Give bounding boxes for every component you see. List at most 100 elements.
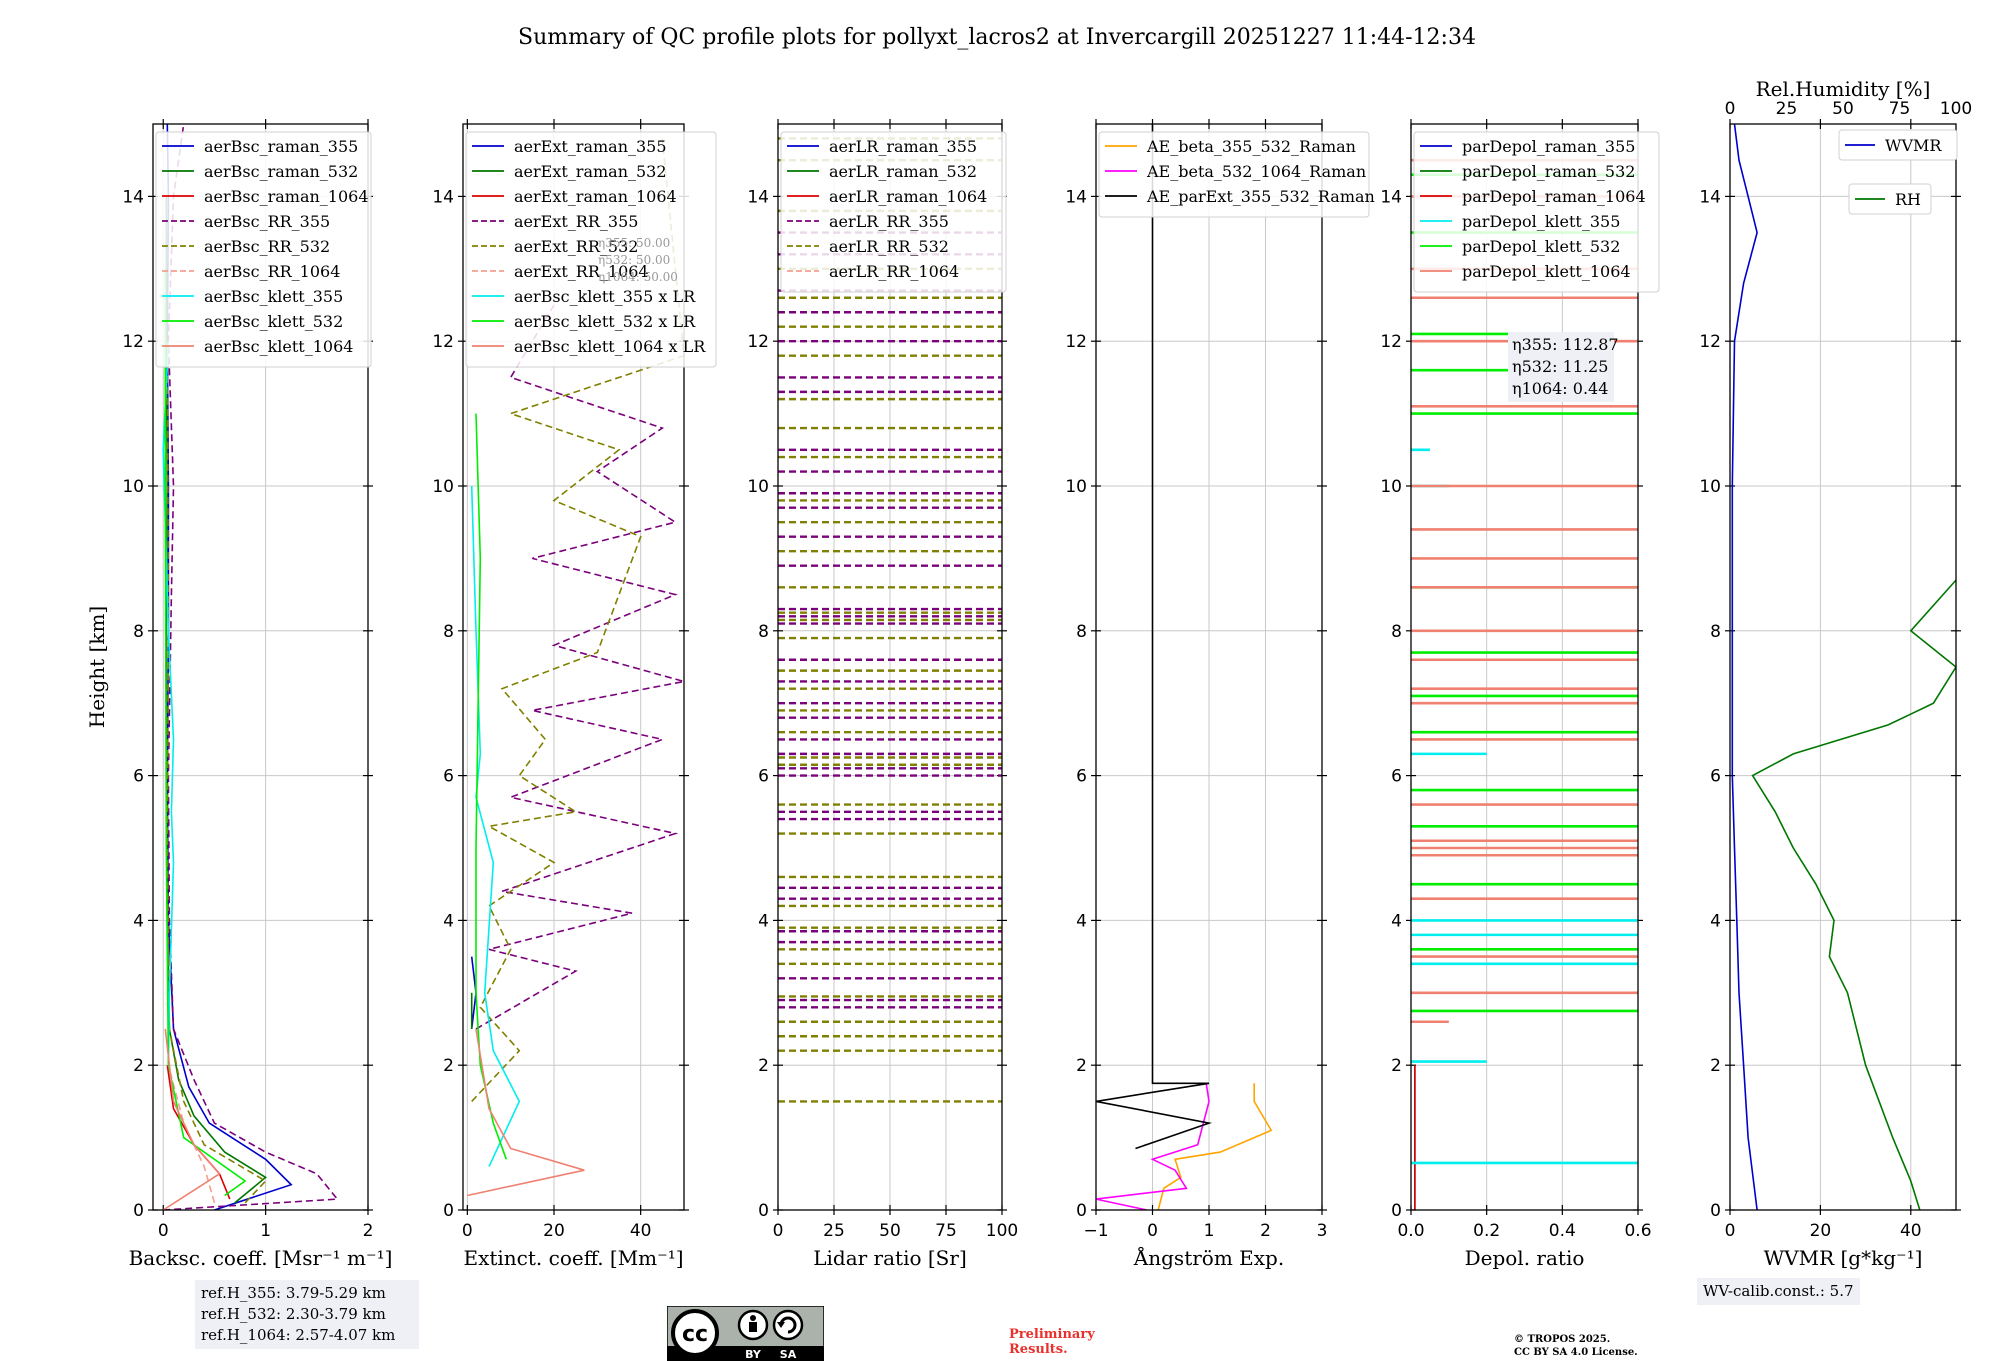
preliminary-line-1: Preliminary [1009,1327,1095,1342]
x-tick-label: 50 [879,1221,901,1241]
y-tick-label: 6 [1076,767,1087,787]
legend-box [465,131,717,368]
figure-title: Summary of QC profile plots for pollyxt_… [518,25,1476,50]
preliminary-note: Preliminary Results. [1009,1327,1095,1357]
x-tick-label: 40 [630,1221,652,1241]
y-tick-label: 2 [443,1056,454,1076]
legend-label: aerLR_raman_532 [829,162,977,181]
x-tick-label: 2 [1260,1221,1271,1241]
y-tick-label: 12 [122,332,144,352]
cc-license-badge: cc BY SA [667,1306,824,1361]
legend-label: aerBsc_klett_355 [204,287,343,306]
panel-lidar_ratio: 0 2 4 6 8 10 12 14 0 25 50 75 100 Lidar ratio [Sr] aer… [747,119,1018,1270]
x-tick-label: 0 [1147,1221,1158,1241]
legend-label: parDepol_klett_355 [1462,212,1620,231]
panel-extinction: 0 2 4 6 8 10 12 14 0 20 40 Extinct. coeff. [Mm⁻¹] ae… [432,119,717,1270]
legend-box [155,131,372,368]
series-aerbsc-klett-1064 [162,1028,221,1210]
legend-label: aerBsc_klett_532 [204,312,343,331]
x-tick-label: 40 [1900,1221,1922,1241]
x-tick-label: 75 [935,1221,957,1241]
x-tick-label: 3 [1317,1221,1328,1241]
y-tick-label: 6 [443,767,454,787]
copyright-note: © TROPOS 2025. CC BY SA 4.0 License. [1514,1333,1638,1359]
y-tick-label: 4 [1710,911,1721,931]
series-group [162,124,339,1210]
eta-label: η1064: 0.44 [1512,379,1608,398]
x-tick-label: 0.4 [1549,1221,1576,1241]
y-tick-label: 6 [758,767,769,787]
eta-box [1508,332,1614,402]
legend-box [1838,129,1958,161]
axes-frame [777,123,1003,1211]
legend-label: parDepol_raman_355 [1462,137,1635,156]
legend-label: AE_parExt_355_532_Raman [1146,187,1375,206]
y-tick-label: 14 [1699,187,1721,207]
legend-label: aerExt_raman_532 [514,162,667,181]
axes-frame [462,123,685,1211]
y-tick-label: 8 [1710,622,1721,642]
x-tick-label: 25 [823,1221,845,1241]
by-label: BY [745,1348,762,1361]
x-tick-label: 0.6 [1624,1221,1651,1241]
x-axis-label: Extinct. coeff. [Mm⁻¹] [463,1246,683,1270]
legend-label: aerBsc_raman_355 [204,137,358,156]
legend-label: aerBsc_raman_532 [204,162,358,181]
legend-label: aerExt_RR_355 [514,212,638,231]
y-tick-label: 10 [1380,477,1402,497]
series-ae-beta-355-532-raman [1157,1083,1273,1210]
y-tick-label: 2 [1710,1056,1721,1076]
y-tick-label: 2 [133,1056,144,1076]
axes-frame [1410,123,1639,1211]
y-tick-label: 8 [1076,622,1087,642]
legend-label: parDepol_klett_1064 [1462,262,1631,281]
eta-label: η355: 50.00 [598,236,670,250]
series-aerbsc-klett-532 [164,268,247,1197]
x-tick-label: 2 [363,1221,374,1241]
y-tick-label: 10 [1065,477,1087,497]
copyright-line-2: CC BY SA 4.0 License. [1514,1347,1638,1358]
y-tick-label: 4 [443,911,454,931]
ref-height-355: ref.H_355: 3.79-5.29 km [201,1284,386,1302]
y-tick-label: 12 [1380,332,1402,352]
x-tick-label: 100 [986,1221,1018,1241]
legend-box [1098,131,1370,218]
legend-label: aerLR_raman_355 [829,137,977,156]
x-tick-label: 0 [773,1221,784,1241]
legend-label: aerExt_RR_532 [514,237,638,256]
x-tick-label: 1 [1204,1221,1215,1241]
top-x-tick-label: 25 [1776,99,1798,119]
y-tick-label: 10 [1699,477,1721,497]
y-tick-label: 8 [758,622,769,642]
series-aerbsc-klett-355-x-lr [470,485,521,1167]
series-aerbsc-klett-532-x-lr [475,413,508,1160]
sa-icon [772,1309,804,1341]
y-tick-label: 2 [758,1056,769,1076]
y-tick-label: 0 [1391,1201,1402,1221]
y-tick-label: 4 [758,911,769,931]
legend-label: aerLR_RR_355 [829,212,949,231]
y-tick-label: 6 [1710,767,1721,787]
eta-label: η1064: 50.00 [598,270,678,284]
y-tick-label: 6 [133,767,144,787]
y-tick-label: 10 [122,477,144,497]
ref-height-1064: ref.H_1064: 2.57-4.07 km [201,1326,396,1344]
y-tick-label: 2 [1076,1056,1087,1076]
axes-frame [152,123,369,1211]
series-group [1411,158,1638,1210]
preliminary-line-2: Results. [1009,1342,1068,1357]
legend-box [780,131,1007,293]
y-tick-label: 0 [1710,1201,1721,1221]
legend-label: parDepol_raman_532 [1462,162,1635,181]
legend-label: WVMR [1885,136,1942,155]
x-tick-label: 0 [1725,1221,1736,1241]
series-rh [1751,579,1956,1210]
y-tick-label: 4 [1391,911,1402,931]
top-x-axis-label: Rel.Humidity [%] [1756,77,1931,101]
legend-label: aerLR_RR_532 [829,237,949,256]
legend-label: parDepol_raman_1064 [1462,187,1646,206]
x-tick-label: 0.0 [1397,1221,1424,1241]
y-tick-label: 8 [443,622,454,642]
